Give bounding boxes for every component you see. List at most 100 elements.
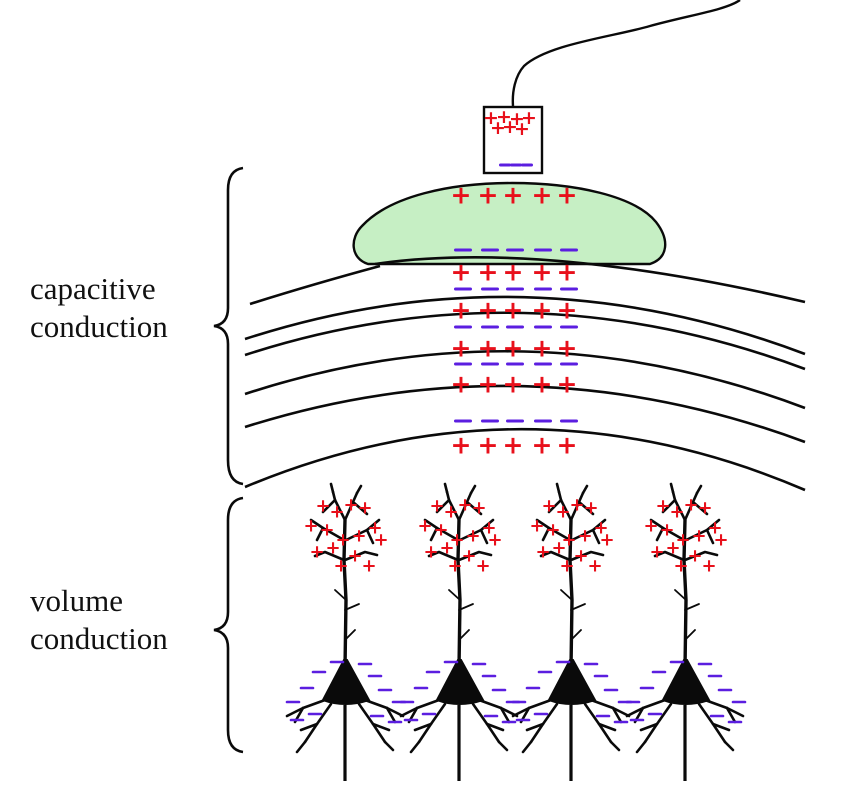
neuron-positive-charge: + [367,518,382,539]
tissue-positive-charge: + [451,181,472,210]
dendrite-twig [458,603,474,611]
neuron-positive-charge: + [315,496,330,517]
neuron-positive-charge: + [475,556,490,577]
dendrite-branch [669,482,675,494]
tissue-layer-3 [244,311,806,371]
dendrite-twig [684,603,700,611]
neuron-positive-charge: + [569,495,584,516]
basal-dendrite [303,702,333,744]
tissue-positive-charge: + [532,181,553,210]
neuron-positive-charge: + [303,516,318,537]
tissue-positive-charge: + [557,258,578,287]
neuron-positive-charge: + [577,526,592,547]
dendrite-branch [313,550,346,562]
neuron-positive-charge: + [361,556,376,577]
dendrite-branch [655,526,665,542]
basal-dendrite [711,722,731,732]
neuron-positive-charge: + [447,556,462,577]
dendrite-twig [684,629,696,641]
capacitive-label-line-1: capacitive [30,271,156,306]
tissue-positive-charge: + [503,181,524,210]
basal-dendrite [299,722,319,732]
basal-dendrite [635,740,647,754]
dendrite-branch [469,484,477,495]
dendrite-branch [343,550,379,562]
tissue-positive-charge: + [532,258,553,287]
tissue-positive-charge: + [532,334,553,363]
basal-dendrite [521,740,533,754]
electrode-positive-charge: + [514,118,530,140]
tissue-positive-charge: + [557,296,578,325]
capacitive-brace [213,166,244,486]
neuron-positive-charge: + [481,518,496,539]
tissue-positive-charge: + [451,334,472,363]
tissue-positive-charge: + [478,370,499,399]
neuron-positive-charge: + [417,516,432,537]
dendrite-twig [570,629,582,641]
capacitive-conduction-label: capacitive conduction [30,270,168,346]
dendrite-branch [653,550,686,562]
dendrite-branch [547,498,563,514]
tissue-positive-charge: + [503,258,524,287]
tissue-positive-charge: + [478,431,499,460]
dendrite-branch [591,528,601,545]
neuron-positive-charge: + [659,520,674,541]
dendrite-branch [321,498,337,514]
basal-dendrite [611,706,623,724]
tissue-positive-charge: + [503,296,524,325]
tissue-positive-charge: + [451,431,472,460]
tissue-layer-2 [244,295,806,356]
dendrite-branch [683,550,719,562]
electrode-positive-charge: + [496,106,512,128]
neuron-positive-charge: + [593,518,608,539]
dendrite-branch [569,550,605,562]
neuron-positive-charge: + [713,530,728,551]
dendrite-branch [539,550,572,562]
neuron-positive-charge: + [443,502,458,523]
basal-dendrite [525,722,545,732]
dendrite-branch [691,500,709,516]
neuron-positive-charge: + [351,526,366,547]
basal-dendrite [471,702,501,744]
basal-dendrite [417,702,447,744]
tissue-positive-charge: + [532,296,553,325]
neuron-positive-charge: + [541,496,556,517]
electrode-positive-charge: + [521,107,537,129]
tissue-positive-charge: + [557,431,578,460]
neuron-positive-charge: + [535,542,550,563]
dendrite-branch [465,500,483,516]
volume-conduction-label: volume conduction [30,582,168,658]
volume-brace [213,496,244,754]
neuron-positive-charge: + [655,496,670,517]
basal-dendrite [583,702,613,744]
basal-dendrite [725,706,737,724]
capacitive-label-line-2: conduction [30,309,168,344]
neuron-positive-charge: + [373,530,388,551]
dendrite-twig [674,589,687,601]
basal-dendrite [529,702,559,744]
neuron-positive-charge: + [461,546,476,567]
tissue-layer-6 [244,427,806,492]
neuron-positive-charge: + [669,502,684,523]
dendrite-twig [344,603,360,611]
neuron-positive-charge: + [325,538,340,559]
neuron: +++++ + + + ++ + ++++ [399,482,521,781]
neuron-positive-charge: + [687,546,702,567]
tissue-positive-charge: + [557,370,578,399]
neuron-positive-charge: + [347,546,362,567]
dendrite-branch [705,528,715,545]
basal-dendrite [383,740,395,752]
basal-dendrite [697,702,727,744]
tissue-positive-charge: + [503,370,524,399]
tissue-positive-charge: + [503,431,524,460]
neuron-positive-charge: + [357,498,372,519]
basal-dendrite [409,740,421,754]
dendrite-branch [479,528,489,545]
neuron-positive-charge: + [551,538,566,559]
neuron-positive-charge: + [559,556,574,577]
neuron-positive-charge: + [329,502,344,523]
neuron-positive-charge: + [423,542,438,563]
neuron-positive-charge: + [439,538,454,559]
